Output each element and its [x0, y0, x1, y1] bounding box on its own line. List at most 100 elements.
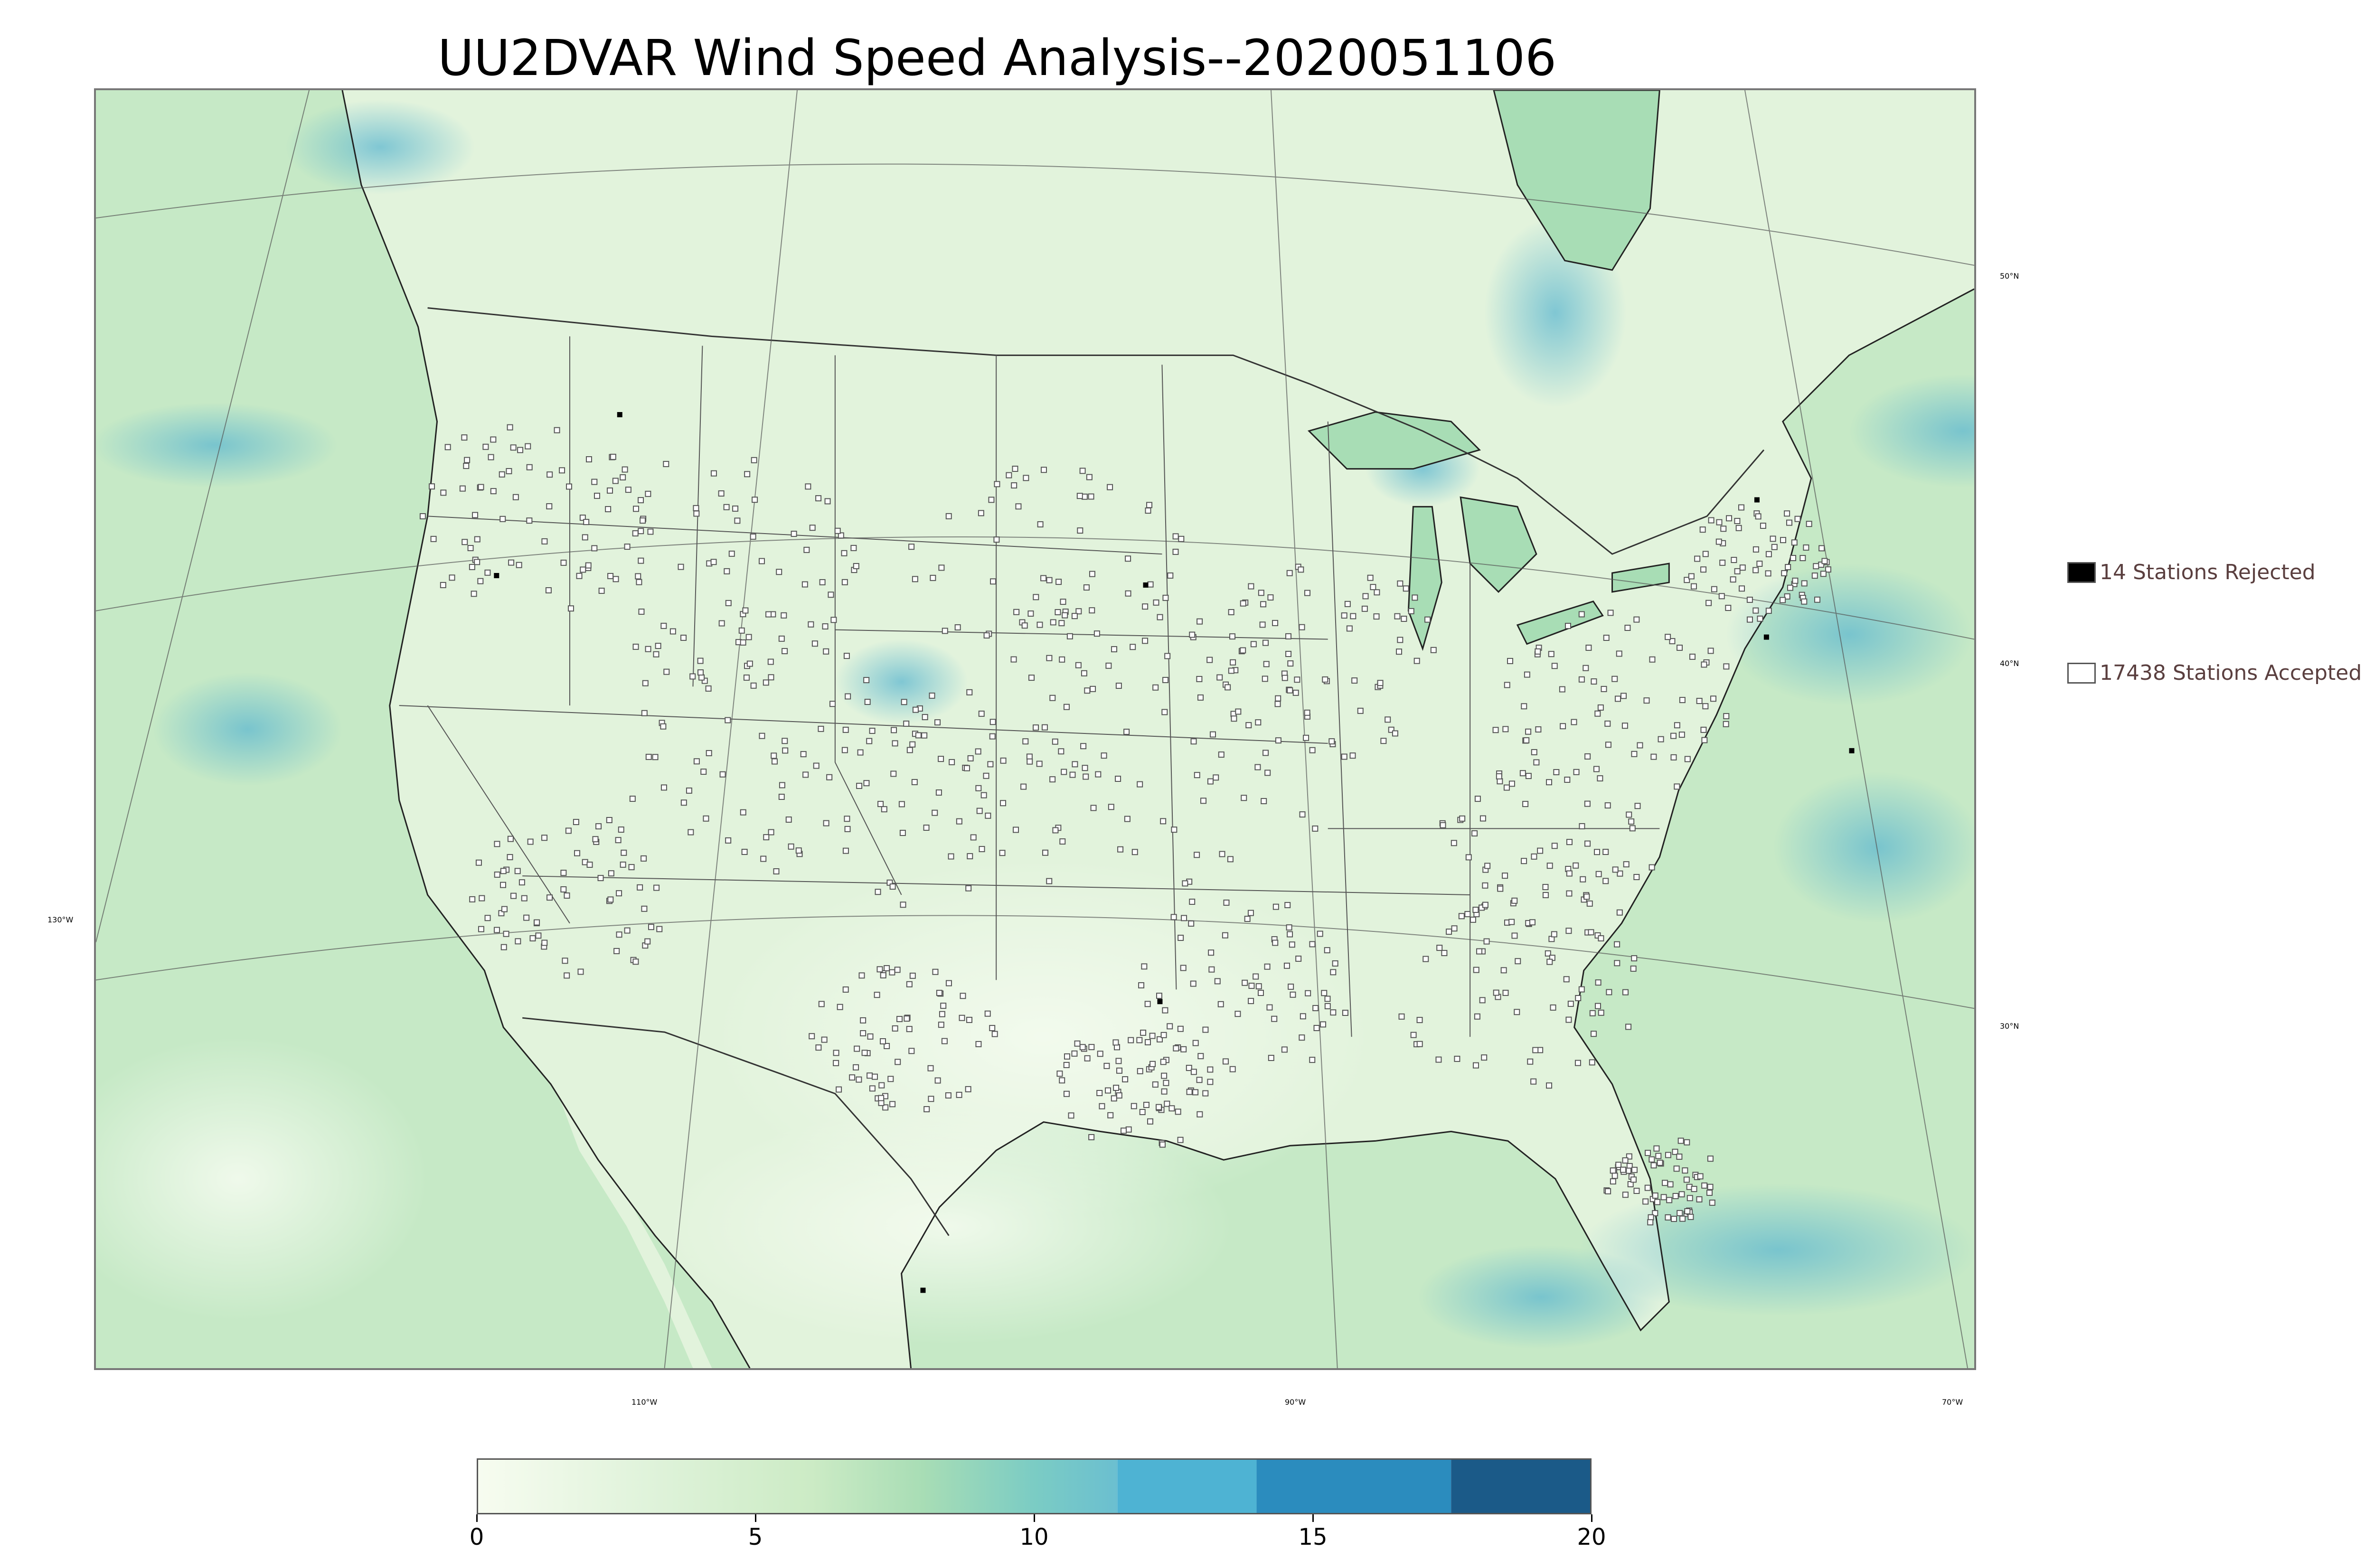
accepted-station-marker — [1342, 1010, 1348, 1016]
accepted-station-marker — [1611, 676, 1618, 682]
accepted-station-marker — [1186, 1065, 1192, 1071]
accepted-station-marker — [472, 512, 479, 518]
accepted-station-marker — [1738, 504, 1744, 511]
accepted-station-marker — [1275, 737, 1281, 744]
accepted-station-marker — [564, 972, 570, 979]
accepted-station-marker — [1362, 593, 1369, 600]
accepted-station-marker — [1077, 527, 1083, 534]
accepted-station-marker — [1674, 722, 1680, 729]
accepted-station-marker — [1706, 1190, 1713, 1196]
accepted-station-marker — [1573, 862, 1579, 869]
accepted-station-marker — [1548, 651, 1554, 657]
accepted-station-marker — [1647, 1219, 1654, 1226]
accepted-station-marker — [501, 906, 508, 912]
colorbar-tick-label: 20 — [1577, 1524, 1606, 1550]
accepted-station-marker — [1255, 719, 1262, 726]
accepted-station-marker — [1730, 576, 1736, 583]
accepted-station-marker — [1711, 586, 1717, 592]
accepted-station-marker — [1679, 1215, 1686, 1222]
accepted-station-marker — [841, 747, 848, 753]
accepted-station-marker — [697, 669, 704, 676]
accepted-station-marker — [512, 494, 519, 500]
accepted-station-marker — [899, 830, 906, 836]
accepted-station-marker — [1626, 1153, 1632, 1160]
accepted-station-marker — [430, 535, 437, 542]
accepted-station-marker — [823, 820, 829, 826]
accepted-station-marker — [900, 901, 906, 908]
accepted-station-marker — [616, 931, 622, 938]
accepted-station-marker — [841, 579, 848, 585]
accepted-station-marker — [1235, 708, 1242, 715]
accepted-station-marker — [625, 487, 631, 493]
accepted-station-marker — [1218, 751, 1225, 758]
accepted-station-marker — [867, 1033, 874, 1040]
accepted-station-marker — [663, 460, 669, 467]
accepted-station-marker — [605, 506, 612, 513]
accepted-station-marker — [960, 993, 966, 999]
accepted-station-marker — [1650, 753, 1657, 760]
accepted-station-marker — [1304, 709, 1310, 716]
accepted-station-marker — [768, 674, 774, 681]
accepted-station-marker — [541, 835, 548, 841]
accepted-station-marker — [1116, 1067, 1123, 1074]
accepted-station-marker — [478, 926, 484, 932]
accepted-station-marker — [1708, 517, 1715, 524]
accepted-station-marker — [498, 910, 505, 917]
accepted-station-marker — [1144, 1001, 1151, 1007]
accepted-station-marker — [1207, 778, 1214, 785]
accepted-station-marker — [1715, 538, 1722, 545]
accepted-station-marker — [1573, 769, 1580, 775]
accepted-station-marker — [1503, 784, 1510, 791]
accepted-station-marker — [1258, 590, 1264, 596]
accepted-station-marker — [500, 882, 507, 888]
accepted-station-marker — [1180, 965, 1187, 971]
accepted-station-marker — [1167, 1023, 1173, 1030]
accepted-station-marker — [1684, 756, 1691, 762]
accepted-station-marker — [1403, 585, 1409, 592]
lon-label-110w: 110°W — [631, 1398, 658, 1407]
accepted-station-marker — [833, 1060, 839, 1066]
accepted-station-marker — [901, 699, 907, 705]
accepted-station-marker — [1207, 1066, 1214, 1073]
accepted-station-marker — [1454, 1055, 1460, 1062]
accepted-station-marker — [1701, 1182, 1708, 1189]
wind-speed-map[interactable] — [94, 88, 1976, 1370]
accepted-station-marker — [881, 806, 887, 813]
accepted-station-marker — [467, 545, 474, 552]
accepted-station-marker — [632, 643, 639, 650]
accepted-station-marker — [1272, 903, 1279, 910]
accepted-station-marker — [829, 701, 836, 707]
accepted-station-marker — [1710, 695, 1716, 702]
accepted-station-marker — [529, 935, 536, 942]
accepted-station-marker — [479, 895, 485, 901]
accepted-station-marker — [725, 600, 732, 606]
accepted-station-marker — [1575, 995, 1582, 1001]
rejected-station-marker — [1754, 497, 1760, 503]
accepted-station-marker — [1090, 805, 1097, 811]
accepted-station-marker — [1594, 1003, 1601, 1009]
accepted-station-marker — [843, 653, 850, 659]
accepted-station-marker — [915, 732, 922, 739]
accepted-station-marker — [889, 1101, 896, 1108]
accepted-station-marker — [595, 823, 602, 830]
accepted-station-marker — [710, 559, 717, 565]
rejected-station-swatch — [2067, 562, 2096, 583]
accepted-station-marker — [1046, 878, 1053, 884]
rejected-station-marker — [1849, 748, 1855, 753]
accepted-station-marker — [1473, 967, 1479, 973]
accepted-station-marker — [1059, 838, 1066, 845]
accepted-station-marker — [1289, 941, 1295, 948]
accepted-station-marker — [1626, 811, 1632, 818]
accepted-station-marker — [1080, 743, 1087, 750]
accepted-station-marker — [1142, 603, 1149, 610]
accepted-station-marker — [743, 674, 750, 681]
accepted-station-marker — [818, 1001, 825, 1007]
accepted-station-marker — [1670, 754, 1677, 761]
accepted-station-marker — [1476, 948, 1483, 955]
accepted-station-marker — [1037, 521, 1044, 527]
accepted-station-marker — [1594, 710, 1601, 717]
accepted-station-marker — [1028, 675, 1035, 681]
accepted-station-marker — [582, 534, 588, 541]
accepted-station-marker — [622, 466, 628, 473]
accepted-station-marker — [1731, 557, 1737, 563]
